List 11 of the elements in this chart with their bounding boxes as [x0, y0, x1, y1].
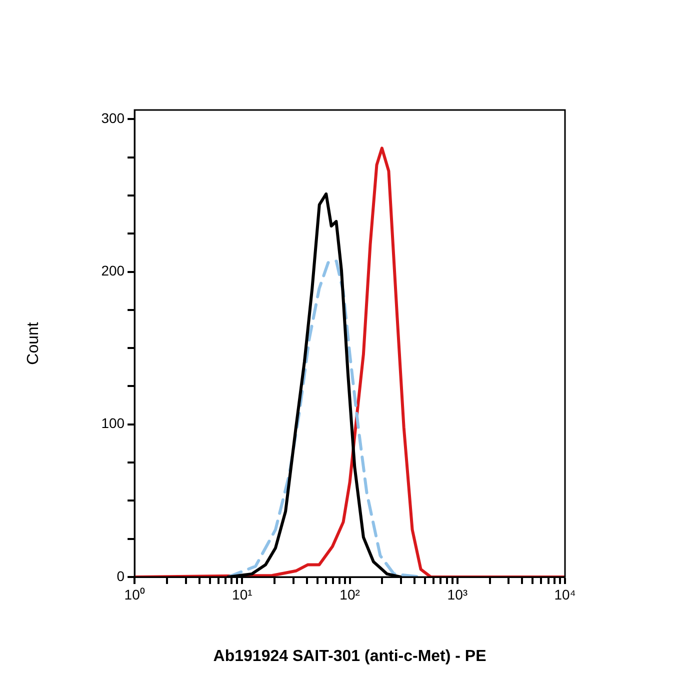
x-axis-title: Ab191924 SAIT-301 (anti-c-Met) - PE	[213, 648, 487, 665]
y-tick-label: 200	[101, 262, 125, 279]
x-tick-label: 10⁰	[124, 586, 145, 602]
y-tick-label: 300	[101, 110, 125, 126]
x-tick-label: 10³	[447, 586, 468, 602]
x-tick-label: 10⁴	[554, 586, 576, 602]
y-axis-title: Count	[25, 322, 42, 365]
x-tick-label: 10¹	[232, 586, 253, 602]
x-tick-label: 10²	[340, 586, 360, 602]
y-tick-label: 100	[101, 415, 125, 432]
y-tick-label: 0	[116, 568, 125, 584]
